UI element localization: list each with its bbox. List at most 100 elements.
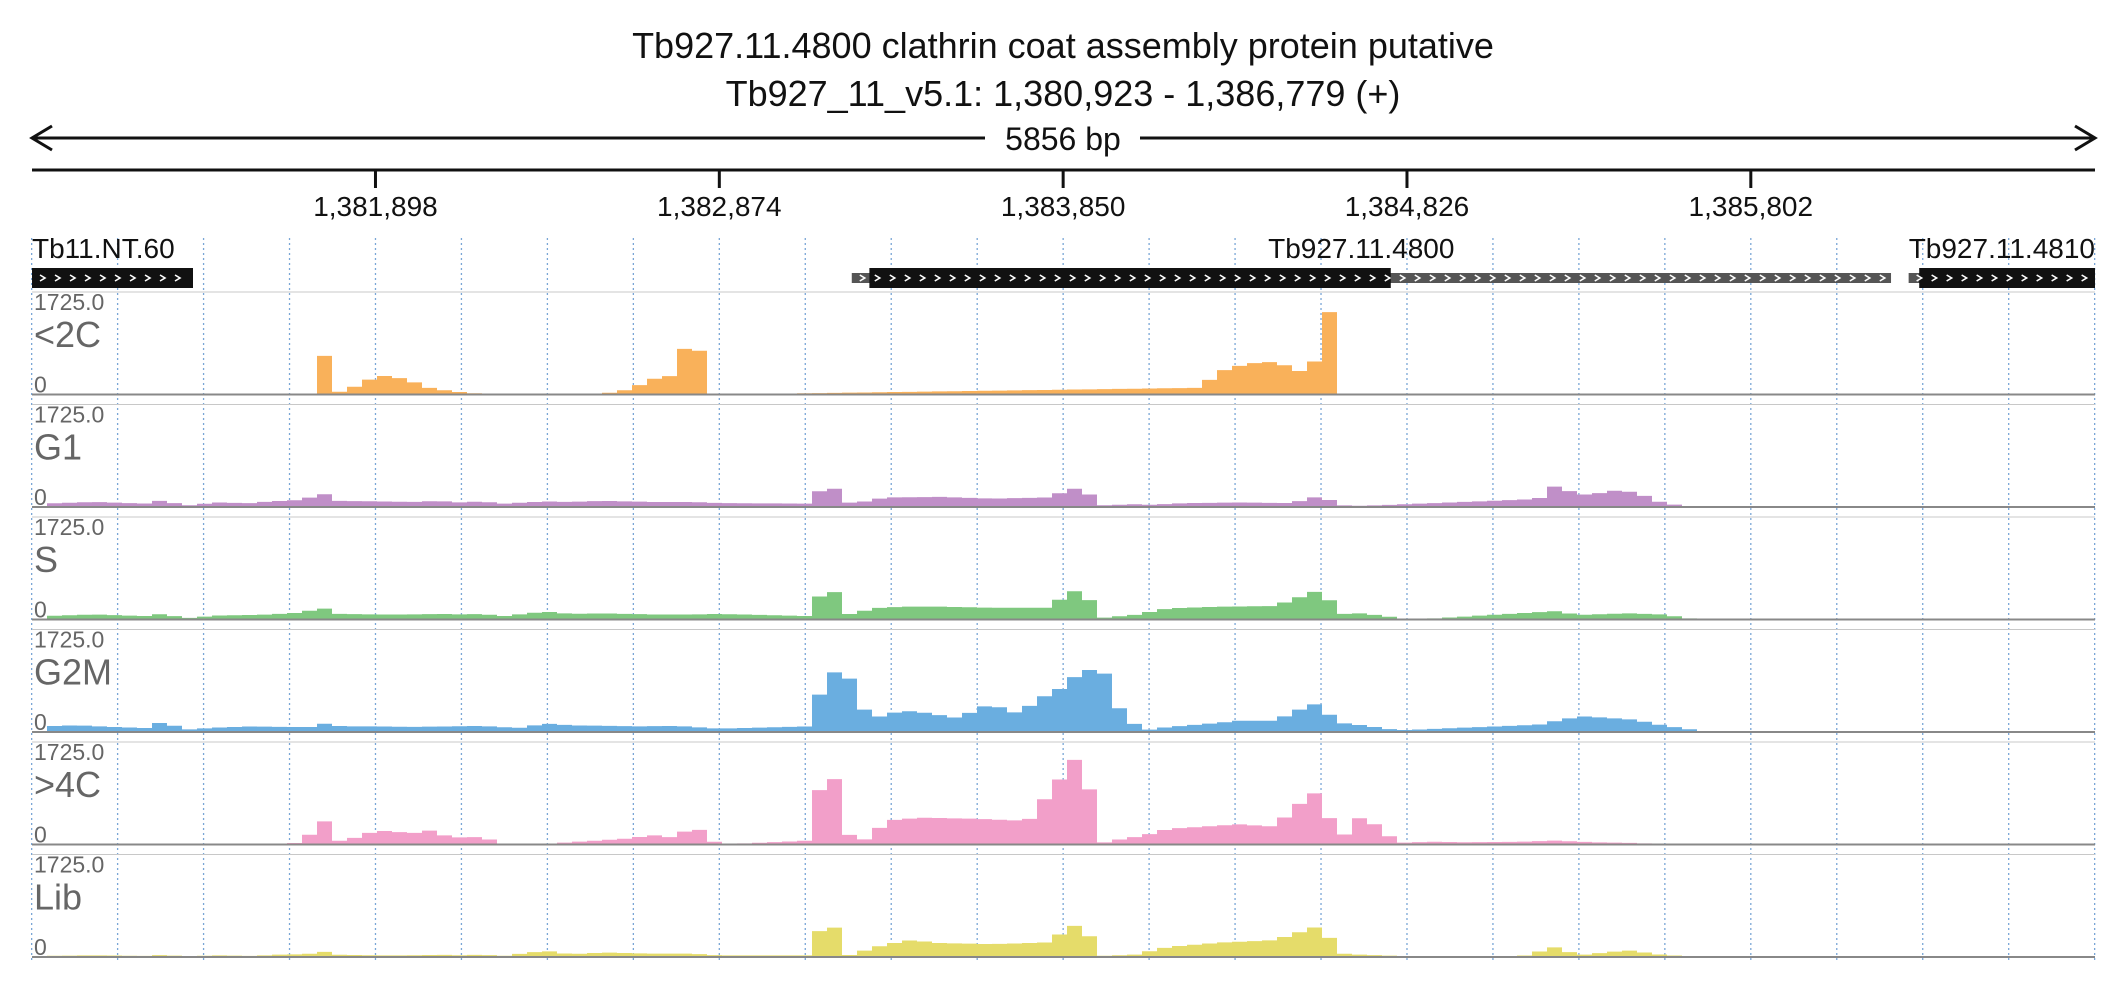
gene-cds [1919, 268, 2095, 288]
strand-chevron-icon [1579, 274, 1587, 282]
x-tick-label: 1,384,826 [1345, 191, 1470, 222]
strand-chevron-icon [1819, 274, 1827, 282]
strand-chevron-icon [1609, 274, 1617, 282]
strand-chevron-icon [1669, 274, 1677, 282]
y-max-label: 1725.0 [34, 739, 104, 765]
track-2: 1725.0 0 S [32, 514, 2095, 623]
strand-chevron-icon [1054, 274, 1062, 282]
strand-chevron-icon [889, 274, 897, 282]
strand-chevron-icon [1249, 274, 1257, 282]
strand-chevron-icon [1699, 274, 1707, 282]
strand-chevron-icon [1354, 274, 1362, 282]
strand-chevron-icon [1459, 274, 1467, 282]
strand-chevron-icon [949, 274, 957, 282]
strand-chevron-icon [919, 274, 927, 282]
strand-chevron-icon [1144, 274, 1152, 282]
strand-chevron-icon [1916, 274, 1924, 282]
strand-chevron-icon [1834, 274, 1842, 282]
coverage-area [47, 486, 1712, 507]
strand-chevron-icon [1189, 274, 1197, 282]
track-label: G1 [34, 427, 82, 468]
y-max-label: 1725.0 [34, 852, 104, 878]
strand-chevron-icon [1519, 274, 1527, 282]
strand-chevron-icon [1219, 274, 1227, 282]
track-3: 1725.0 0 G2M [32, 627, 2095, 735]
strand-chevron-icon [1474, 274, 1482, 282]
strand-chevron-icon [1339, 274, 1347, 282]
strand-chevron-icon [1324, 274, 1332, 282]
strand-chevron-icon [1099, 274, 1107, 282]
span-label: 5856 bp [1005, 121, 1121, 157]
strand-chevron-icon [99, 274, 107, 282]
y-max-label: 1725.0 [34, 514, 104, 540]
strand-chevron-icon [2051, 274, 2059, 282]
strand-chevron-icon [1204, 274, 1212, 282]
track-0: 1725.0 0 <2C [32, 289, 2095, 398]
strand-chevron-icon [1639, 274, 1647, 282]
gene-annotation-track: Tb11.NT.60 Tb927.11.4800 Tb927.11.4810 [32, 233, 2095, 288]
strand-chevron-icon [159, 274, 167, 282]
strand-chevron-icon [1384, 274, 1392, 282]
strand-chevron-icon [1864, 274, 1872, 282]
track-label: G2M [34, 652, 112, 693]
strand-chevron-icon [1234, 274, 1242, 282]
chart-subtitle: Tb927_11_v5.1: 1,380,923 - 1,386,779 (+) [726, 73, 1401, 114]
strand-chevron-icon [1879, 274, 1887, 282]
strand-chevron-icon [1654, 274, 1662, 282]
strand-chevron-icon [1804, 274, 1812, 282]
strand-chevron-icon [1594, 274, 1602, 282]
span-indicator: 5856 bp [29, 121, 2098, 157]
y-max-label: 1725.0 [34, 627, 104, 653]
strand-chevron-icon [1279, 274, 1287, 282]
strand-chevron-icon [1729, 274, 1737, 282]
y-max-label: 1725.0 [34, 402, 104, 428]
track-4: 1725.0 0 >4C [32, 739, 2095, 848]
track-label: >4C [34, 764, 101, 805]
coverage-tracks: 1725.00<2C1725.00G11725.00S1725.00G2M172… [32, 289, 2095, 960]
strand-chevron-icon [1564, 274, 1572, 282]
strand-chevron-icon [1849, 274, 1857, 282]
strand-chevron-icon [1294, 274, 1302, 282]
strand-chevron-icon [1714, 274, 1722, 282]
strand-chevron-icon [2036, 274, 2044, 282]
x-tick-label: 1,385,802 [1689, 191, 1814, 222]
y-min-label: 0 [34, 372, 47, 398]
strand-chevron-icon [934, 274, 942, 282]
coverage-area [47, 925, 1697, 957]
track-label: Lib [34, 877, 82, 918]
gene-label: Tb927.11.4800 [1268, 233, 1454, 264]
strand-chevron-icon [1444, 274, 1452, 282]
strand-chevron-icon [1309, 274, 1317, 282]
chart-title: Tb927.11.4800 clathrin coat assembly pro… [632, 25, 1494, 66]
strand-chevron-icon [1946, 274, 1954, 282]
strand-chevron-icon [1549, 274, 1557, 282]
strand-chevron-icon [1489, 274, 1497, 282]
gene-label: Tb11.NT.60 [32, 233, 175, 264]
track-1: 1725.0 0 G1 [32, 402, 2095, 510]
strand-chevron-icon [1744, 274, 1752, 282]
y-min-label: 0 [34, 709, 47, 735]
track-label: <2C [34, 314, 101, 355]
span-right-arrow-icon [2074, 124, 2098, 152]
strand-chevron-icon [114, 274, 122, 282]
strand-chevron-icon [1399, 274, 1407, 282]
strand-chevron-icon [964, 274, 972, 282]
coverage-area [47, 591, 1697, 620]
strand-chevron-icon [1976, 274, 1984, 282]
x-tick-label: 1,381,898 [313, 191, 438, 222]
y-max-label: 1725.0 [34, 289, 104, 315]
strand-chevron-icon [1264, 274, 1272, 282]
strand-chevron-icon [1931, 274, 1939, 282]
strand-chevron-icon [1039, 274, 1047, 282]
strand-chevron-icon [859, 274, 867, 282]
strand-chevron-icon [2081, 274, 2089, 282]
strand-chevron-icon [1789, 274, 1797, 282]
strand-chevron-icon [1684, 274, 1692, 282]
strand-chevron-icon [1024, 274, 1032, 282]
strand-chevron-icon [994, 274, 1002, 282]
gene-cds [869, 268, 1391, 288]
strand-chevron-icon [84, 274, 92, 282]
strand-chevron-icon [174, 274, 182, 282]
strand-chevron-icon [1159, 274, 1167, 282]
gene-label: Tb927.11.4810 [1909, 233, 2095, 264]
